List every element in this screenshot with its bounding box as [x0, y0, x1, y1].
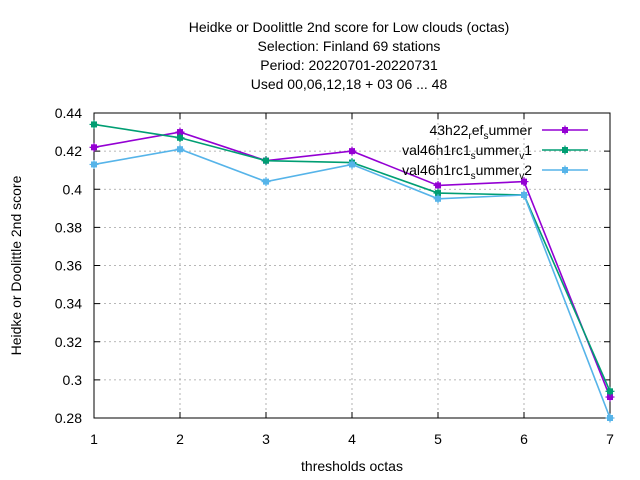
y-tick-label: 0.38 [55, 219, 82, 235]
x-axis-label: thresholds octas [301, 458, 403, 474]
y-tick-label: 0.42 [55, 143, 82, 159]
data-point [605, 386, 615, 396]
y-tick-label: 0.4 [63, 181, 83, 197]
y-tick-label: 0.34 [55, 296, 82, 312]
data-point [261, 177, 271, 187]
legend-entry: val46h1rc1summerv1 [402, 142, 588, 162]
y-tick-label: 0.32 [55, 334, 82, 350]
series [89, 119, 615, 423]
y-tick-label: 0.28 [55, 410, 82, 426]
legend: 43h22refsummerval46h1rc1summerv1val46h1r… [402, 122, 588, 182]
data-point [261, 156, 271, 166]
x-tick-label: 5 [434, 431, 442, 447]
data-point [519, 190, 529, 200]
data-point [89, 159, 99, 169]
legend-label: val46h1rc1summerv2 [402, 162, 532, 182]
axis-ticks: 0.28 0.3 0.32 0.34 0.36 0.38 0.4 0.42 0.44 1 2 3 4 5 6… [55, 105, 614, 447]
title-line: Selection: Finland 69 stations [258, 38, 441, 54]
data-point [605, 413, 615, 423]
title-line: Used 00,06,12,18 + 03 06 ... 48 [251, 76, 448, 92]
title-line: Heidke or Doolittle 2nd score for Low cl… [189, 19, 510, 35]
y-axis-label: Heidke or Doolittle 2nd score [8, 175, 24, 355]
data-point [175, 133, 185, 143]
legend-entry: val46h1rc1summerv2 [402, 162, 588, 182]
data-point [433, 180, 443, 190]
x-tick-label: 7 [606, 431, 614, 447]
legend-entry: 43h22refsummer [429, 122, 588, 142]
x-tick-label: 2 [176, 431, 184, 447]
series-1 [89, 127, 615, 402]
x-tick-label: 6 [520, 431, 528, 447]
data-point [347, 146, 357, 156]
title-line: Period: 20220701-20220731 [260, 57, 438, 73]
data-point [347, 159, 357, 169]
data-point [89, 119, 99, 129]
data-point [89, 142, 99, 152]
legend-swatch-marker [560, 145, 570, 155]
x-tick-label: 3 [262, 431, 270, 447]
data-point [433, 194, 443, 204]
x-tick-label: 1 [90, 431, 98, 447]
legend-label: 43h22refsummer [429, 122, 532, 142]
chart-title: Heidke or Doolittle 2nd score for Low cl… [189, 19, 510, 92]
data-point [175, 144, 185, 154]
y-tick-label: 0.44 [55, 105, 82, 121]
legend-swatch-marker [560, 125, 570, 135]
series-3 [89, 144, 615, 423]
legend-label: val46h1rc1summerv1 [402, 142, 532, 162]
y-tick-label: 0.3 [63, 372, 83, 388]
data-point [519, 177, 529, 187]
y-tick-label: 0.36 [55, 258, 82, 274]
x-tick-label: 4 [348, 431, 356, 447]
legend-swatch-marker [560, 165, 570, 175]
